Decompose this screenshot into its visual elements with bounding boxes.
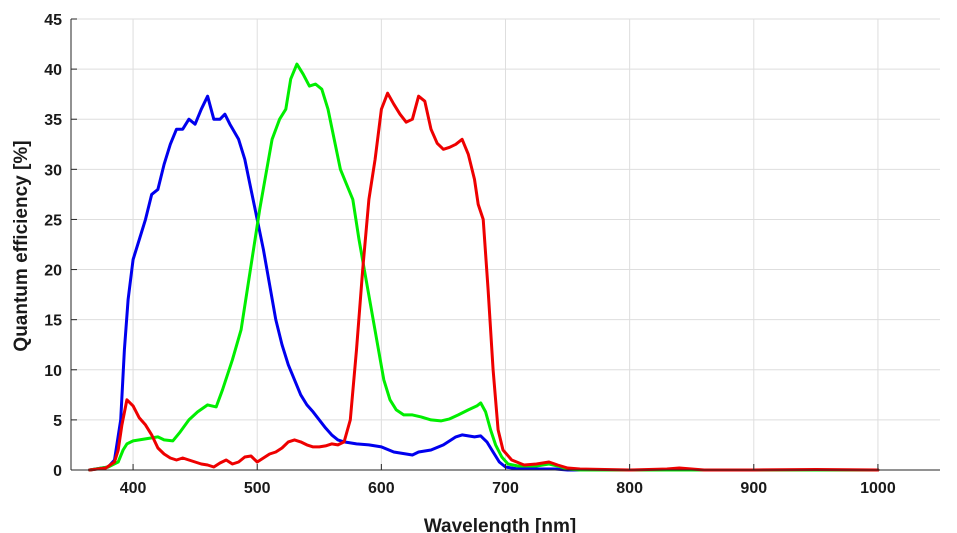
y-tick-label: 35 <box>44 112 62 129</box>
axes <box>70 18 940 471</box>
x-tick-label: 500 <box>244 480 271 497</box>
x-tick-label: 600 <box>368 480 395 497</box>
grid-lines <box>71 18 940 471</box>
y-tick-label: 25 <box>44 212 62 229</box>
series-lines <box>88 62 880 472</box>
y-tick-label: 10 <box>44 363 62 380</box>
y-tick-label: 20 <box>44 263 62 280</box>
x-tick-label: 400 <box>120 480 147 497</box>
y-tick-label: 15 <box>44 313 62 330</box>
y-tick-label: 40 <box>44 62 62 79</box>
y-tick-label: 30 <box>44 162 62 179</box>
x-tick-label: 900 <box>740 480 767 497</box>
y-tick-label: 5 <box>53 413 62 430</box>
green-series-line <box>88 62 880 472</box>
x-axis-title: Wavelength [nm] <box>424 516 576 533</box>
x-tick-labels: 400 500 600 700 800 900 1000 <box>120 480 896 497</box>
y-tick-label: 45 <box>44 12 62 29</box>
x-tick-label: 1000 <box>860 480 896 497</box>
x-tick-label: 700 <box>492 480 519 497</box>
y-tick-labels: 0 5 10 15 20 25 30 35 40 45 <box>44 12 62 480</box>
blue-series-line <box>88 94 880 472</box>
red-series-line <box>88 91 880 472</box>
x-tick-label: 800 <box>616 480 643 497</box>
y-axis-title: Quantum efficiency [%] <box>11 140 32 351</box>
y-tick-label: 0 <box>53 463 62 480</box>
